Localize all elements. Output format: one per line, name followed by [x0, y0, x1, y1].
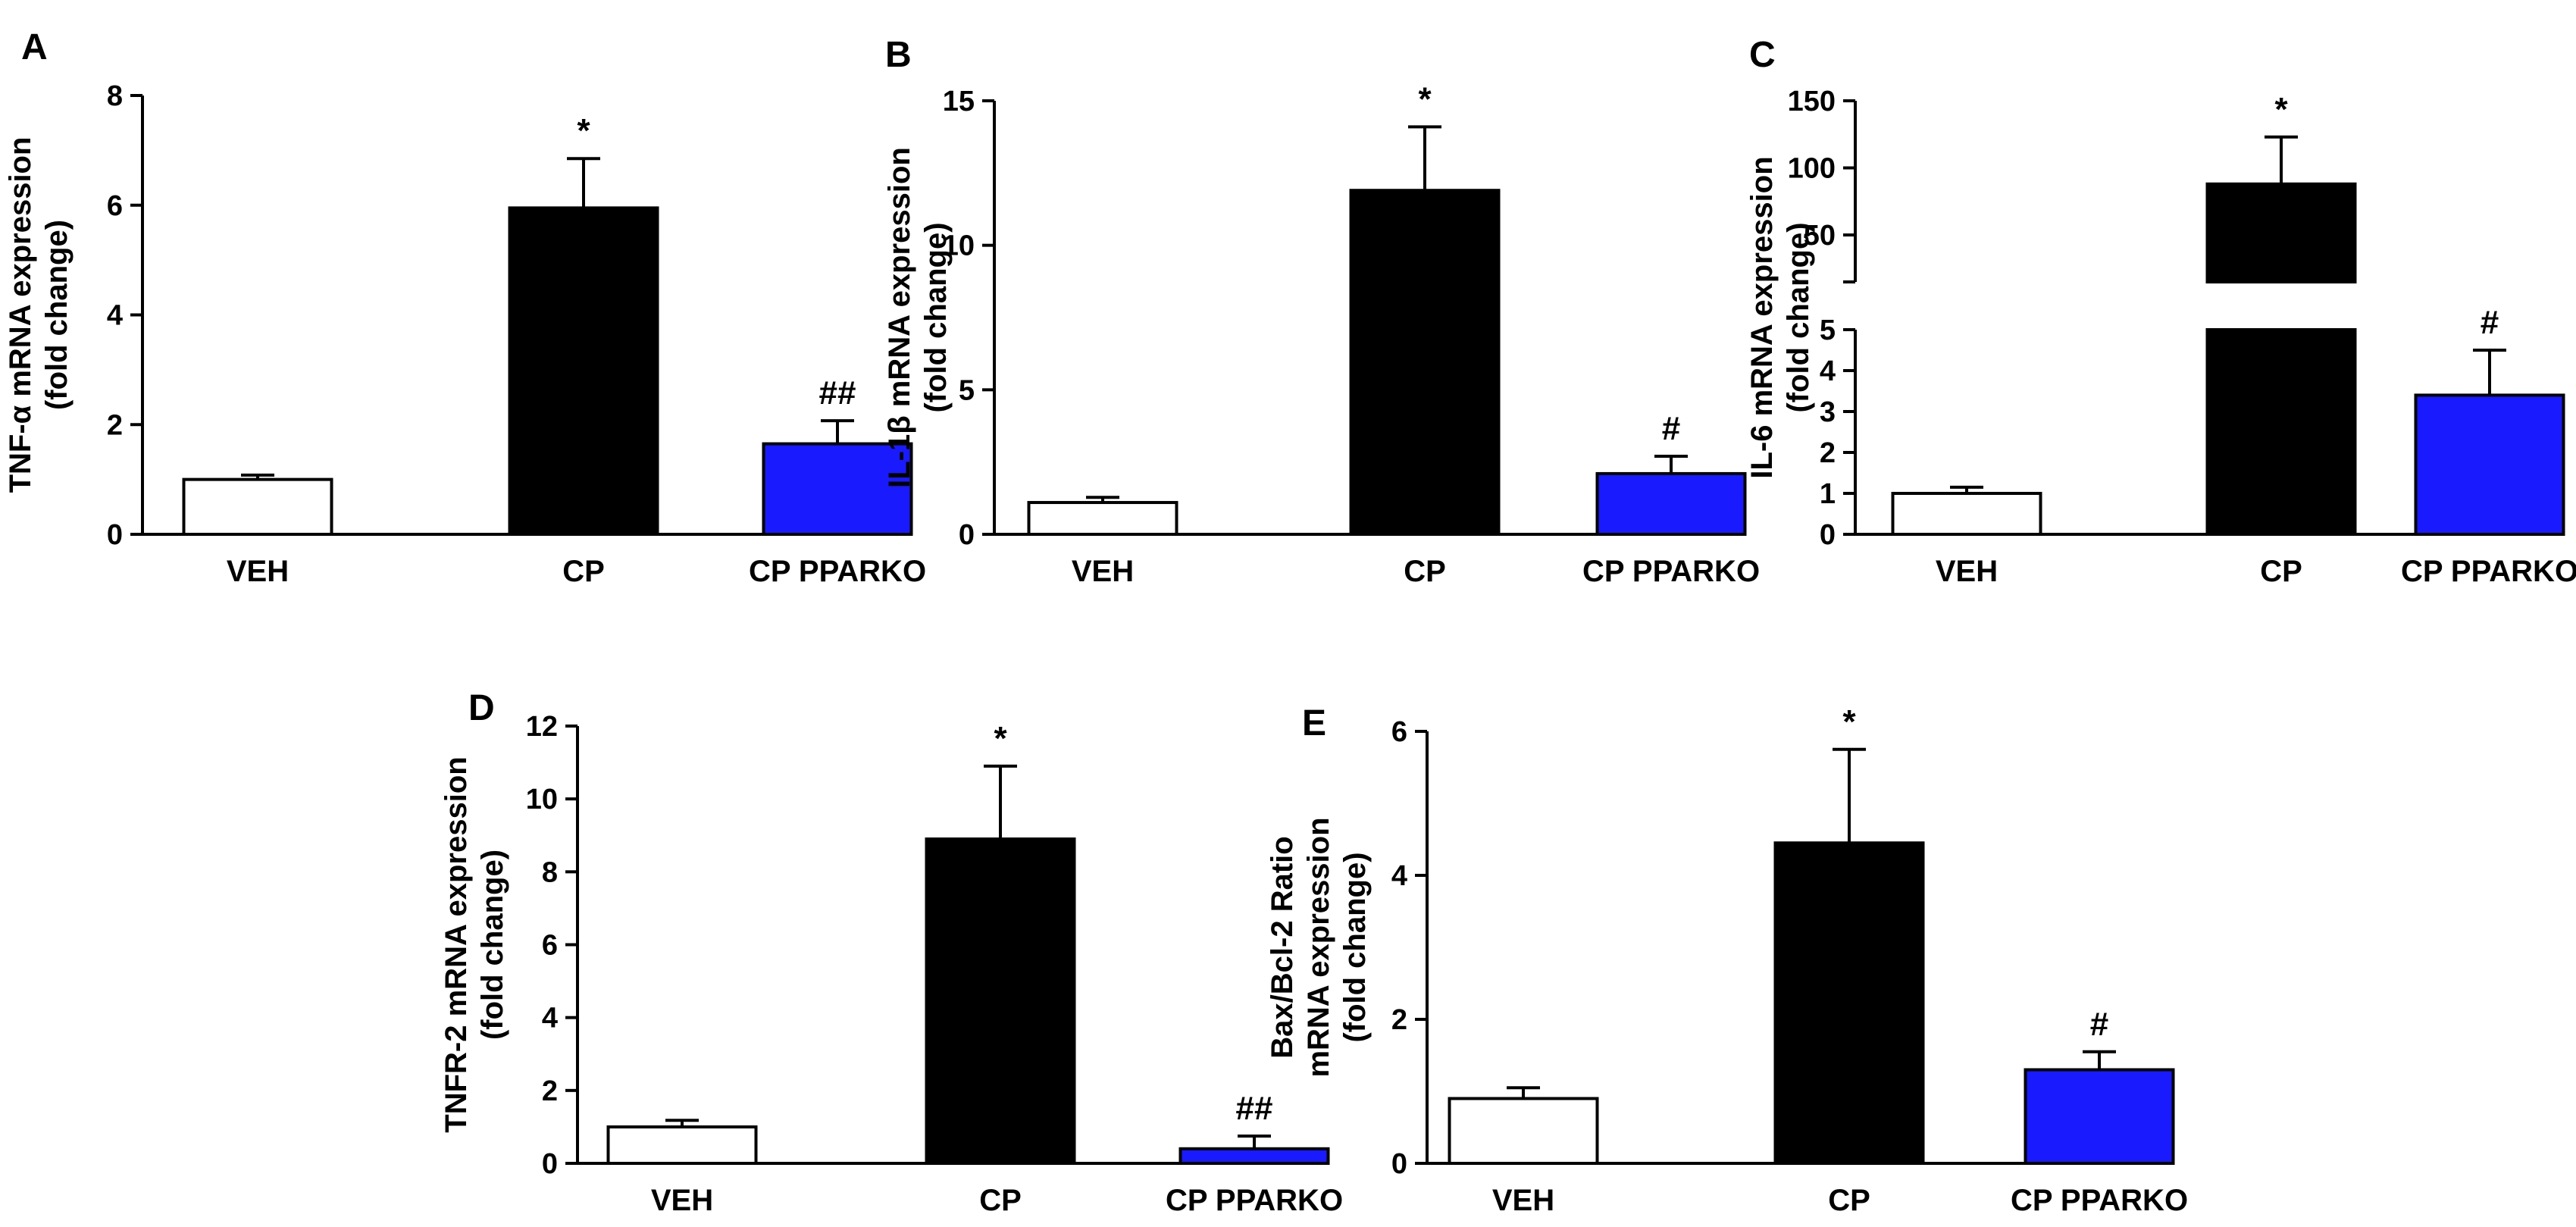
- y-tick-label: 10: [526, 784, 558, 815]
- y-tick-label: 100: [1788, 153, 1836, 185]
- panel-letter: A: [21, 27, 48, 67]
- y-tick-label: 5: [1820, 315, 1836, 346]
- significance-marker: *: [2274, 91, 2288, 128]
- y-tick-label: 1: [1820, 478, 1836, 510]
- panel-b: B IL-1β mRNA expression (fold change) 0 5 10 1…: [883, 35, 1760, 588]
- y-tick-label: 4: [542, 1003, 558, 1034]
- y-tick-label: 0: [107, 519, 123, 551]
- y-axis-label: TNF-α mRNA expression: [4, 137, 37, 493]
- significance-marker: *: [577, 112, 590, 149]
- y-tick-label: 8: [107, 80, 123, 112]
- bar-cp-pparko: [762, 442, 913, 536]
- y-tick-label: 2: [107, 409, 123, 441]
- y-axis-label: (fold change): [40, 220, 74, 410]
- significance-marker: *: [994, 720, 1007, 757]
- x-category-label: CP PPARKO: [2401, 555, 2576, 588]
- y-axis-label: (fold change): [919, 222, 953, 412]
- bar-cp-pparko: [1178, 1147, 1330, 1166]
- y-axis-label: mRNA expression: [1302, 817, 1335, 1077]
- y-axis-label: (fold change): [1338, 852, 1372, 1042]
- bar-veh: [1891, 492, 2042, 536]
- y-axis-label: (fold change): [1782, 222, 1815, 412]
- y-tick-label: 0: [1391, 1148, 1407, 1180]
- y-axis-label: Bax/Bcl-2 Ratio: [1266, 836, 1299, 1058]
- x-category-label: CP: [562, 555, 605, 588]
- significance-marker: #: [1662, 410, 1680, 447]
- y-tick-label: 6: [1391, 716, 1407, 748]
- y-tick-label: 4: [1391, 860, 1407, 892]
- bar-cp: [508, 206, 659, 536]
- y-tick-label: 50: [1804, 220, 1836, 252]
- x-category-label: CP PPARKO: [1582, 555, 1760, 588]
- bar-cp-upper: [2205, 182, 2357, 283]
- y-axis-label: TNFR-2 mRNA expression: [440, 756, 473, 1132]
- y-tick-label: 4: [1820, 355, 1836, 387]
- y-tick-label: 0: [542, 1148, 558, 1180]
- y-tick-label: 8: [542, 856, 558, 888]
- x-category-label: VEH: [1936, 555, 1998, 588]
- y-tick-label: 15: [943, 86, 975, 117]
- bar-cp-pparko: [1595, 471, 1747, 536]
- x-category-label: VEH: [1072, 555, 1134, 588]
- x-category-label: CP PPARKO: [1166, 1184, 1343, 1217]
- x-category-label: VEH: [651, 1184, 713, 1217]
- x-category-label: CP: [979, 1184, 1022, 1217]
- y-axis-label: (fold change): [476, 850, 509, 1040]
- y-tick-label: 2: [542, 1075, 558, 1107]
- x-category-label: CP PPARKO: [2011, 1184, 2188, 1217]
- panel-a: A TNF-α mRNA expression (fold change) 0 2 4 6 8…: [4, 27, 926, 588]
- panel-letter: B: [885, 35, 912, 75]
- y-tick-label: 0: [959, 519, 975, 551]
- significance-marker: #: [2090, 1006, 2108, 1043]
- y-tick-label: 5: [959, 374, 975, 406]
- bar-cp: [1773, 841, 1925, 1165]
- panel-c: C IL-6 mRNA expression (fold change) 0 1 2 3 4 5…: [1745, 35, 2576, 588]
- y-tick-label: 150: [1788, 86, 1836, 117]
- bar-veh: [1448, 1097, 1599, 1165]
- x-category-label: VEH: [227, 555, 289, 588]
- bar-veh: [606, 1125, 758, 1165]
- significance-marker: *: [1842, 703, 1856, 740]
- bar-cp: [925, 837, 1076, 1166]
- significance-marker: #: [2481, 304, 2499, 341]
- y-tick-label: 6: [107, 190, 123, 222]
- panel-letter: D: [468, 688, 495, 728]
- bar-cp-lower: [2205, 328, 2357, 536]
- bar-cp: [1349, 189, 1501, 536]
- bar-cp-pparko: [2414, 393, 2565, 537]
- bar-cp-pparko: [2024, 1068, 2175, 1165]
- significance-marker: *: [1418, 80, 1432, 117]
- panel-d: D TNFR-2 mRNA expression (fold change) 0 2 4 6…: [440, 688, 1343, 1217]
- y-tick-label: 0: [1820, 519, 1836, 551]
- x-category-label: CP: [1404, 555, 1446, 588]
- y-tick-label: 3: [1820, 396, 1836, 428]
- y-axis-label: IL-6 mRNA expression: [1745, 156, 1779, 478]
- panel-letter: E: [1302, 703, 1326, 743]
- x-category-label: CP PPARKO: [749, 555, 926, 588]
- y-tick-label: 10: [943, 230, 975, 262]
- bar-veh: [182, 477, 333, 536]
- y-tick-label: 2: [1820, 437, 1836, 469]
- panel-letter: C: [1749, 35, 1776, 75]
- y-tick-label: 6: [542, 930, 558, 962]
- significance-marker: ##: [1236, 1090, 1273, 1127]
- x-category-label: CP: [1828, 1184, 1870, 1217]
- y-axis-label: IL-1β mRNA expression: [883, 147, 916, 488]
- significance-marker: ##: [819, 374, 856, 412]
- y-tick-label: 12: [526, 711, 558, 743]
- x-category-label: VEH: [1492, 1184, 1554, 1217]
- bar-veh: [1027, 501, 1178, 537]
- x-category-label: CP: [2260, 555, 2302, 588]
- y-tick-label: 4: [107, 300, 123, 332]
- panel-e: E Bax/Bcl-2 Ratio mRNA expression (fold cha…: [1266, 703, 2188, 1217]
- y-tick-label: 2: [1391, 1004, 1407, 1036]
